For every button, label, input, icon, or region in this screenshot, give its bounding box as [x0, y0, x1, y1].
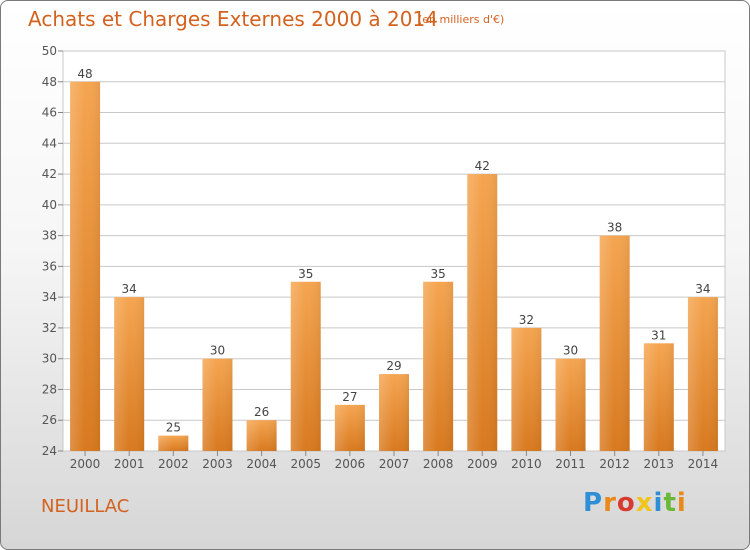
y-tick-label: 30	[42, 352, 57, 366]
data-label: 34	[122, 282, 137, 296]
x-tick-label: 2011	[555, 457, 586, 471]
x-tick-label: 2003	[202, 457, 233, 471]
x-tick-label: 2010	[511, 457, 542, 471]
chart-title: Achats et Charges Externes 2000 à 2014	[28, 7, 438, 31]
data-label: 26	[254, 405, 269, 419]
bar-shine	[643, 343, 674, 451]
data-label: 32	[519, 313, 534, 327]
bar-shine	[379, 374, 409, 451]
x-tick-label: 2012	[599, 457, 630, 471]
data-label: 35	[430, 267, 445, 281]
data-labels: 48 34 25 30 26 35 27 29 35 42 32 30 38 31 34	[77, 67, 710, 435]
x-tick-label: 2000	[70, 457, 101, 471]
x-tick-label: 2009	[467, 457, 498, 471]
bar-shine	[599, 235, 630, 451]
x-axis-ticks: 2000 2001 2002 2003 2004 2005 2006 2007 2008 2009…	[70, 451, 718, 471]
bar-shine	[246, 420, 277, 451]
logo-letter: i	[676, 488, 687, 518]
x-tick-label: 2013	[644, 457, 675, 471]
data-label: 35	[298, 267, 313, 281]
bar-shine	[290, 281, 321, 451]
data-label: 38	[607, 221, 622, 235]
y-tick-label: 26	[42, 413, 57, 427]
data-label: 42	[475, 159, 490, 173]
bar-shine	[114, 297, 145, 451]
bar-shine	[70, 81, 101, 452]
data-label: 31	[651, 328, 666, 342]
bar-shine	[334, 404, 365, 451]
proxiti-logo: Proxiti	[583, 488, 687, 518]
x-tick-label: 2001	[114, 457, 145, 471]
bar-shine	[555, 358, 586, 451]
y-tick-label: 40	[42, 198, 57, 212]
bars	[70, 81, 718, 452]
x-tick-label: 2002	[158, 457, 189, 471]
data-label: 29	[386, 359, 401, 373]
x-tick-label: 2006	[335, 457, 366, 471]
data-label: 48	[77, 67, 92, 81]
logo-letter: r	[603, 488, 617, 518]
logo-letter: P	[583, 488, 604, 518]
bar-shine	[423, 281, 454, 451]
commune-name: NEUILLAC	[41, 496, 130, 517]
y-axis-ticks: 24 26 28 30 32 34 36 38 40 42 44 46 48 50	[42, 44, 63, 458]
bar-shine	[158, 435, 189, 451]
x-tick-label: 2014	[688, 457, 719, 471]
bar-shine	[687, 297, 718, 451]
logo-letter: i	[653, 488, 664, 518]
logo-letter: o	[616, 488, 636, 518]
y-tick-label: 46	[42, 106, 57, 120]
y-tick-label: 44	[42, 136, 57, 150]
y-tick-label: 38	[42, 229, 57, 243]
bar-shine	[467, 174, 498, 452]
bar-shine	[511, 327, 542, 451]
logo-letter: x	[635, 488, 654, 518]
y-tick-label: 24	[42, 444, 57, 458]
y-tick-label: 28	[42, 382, 57, 396]
y-tick-label: 48	[42, 75, 57, 89]
y-tick-label: 50	[42, 44, 57, 58]
x-tick-label: 2007	[379, 457, 410, 471]
y-tick-label: 36	[42, 259, 57, 273]
x-tick-label: 2004	[246, 457, 277, 471]
y-tick-label: 34	[42, 290, 57, 304]
x-tick-label: 2005	[290, 457, 321, 471]
data-label: 34	[695, 282, 710, 296]
data-label: 27	[342, 390, 357, 404]
y-tick-label: 32	[42, 321, 57, 335]
data-label: 30	[563, 344, 578, 358]
bar-shine	[202, 358, 233, 451]
data-label: 25	[166, 421, 181, 435]
chart-subtitle: (en milliers d'€)	[418, 13, 505, 26]
x-tick-label: 2008	[423, 457, 454, 471]
data-label: 30	[210, 344, 225, 358]
logo-letter: t	[663, 488, 677, 518]
y-tick-label: 42	[42, 167, 57, 181]
